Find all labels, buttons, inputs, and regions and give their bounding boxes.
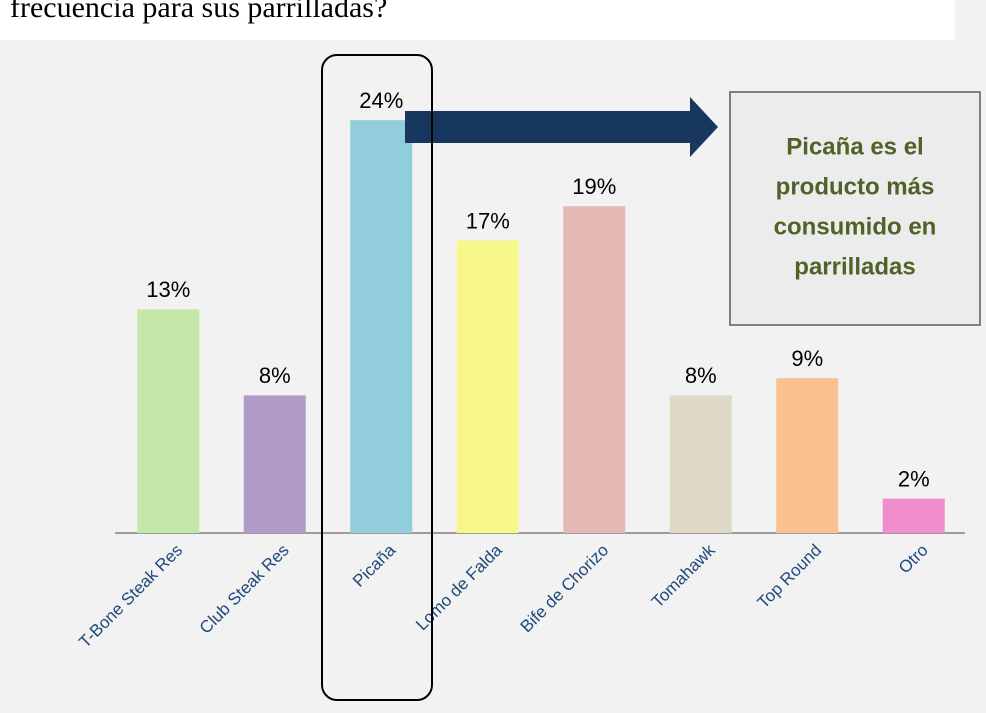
value-label: 2% — [898, 466, 930, 491]
annotation-line: consumido en — [774, 213, 937, 240]
value-label: 9% — [791, 346, 823, 371]
bar — [456, 240, 519, 533]
bar — [563, 206, 626, 533]
bar — [137, 309, 200, 533]
value-label: 13% — [146, 277, 190, 302]
bar — [882, 498, 945, 533]
annotation-line: Picaña es el — [786, 133, 923, 160]
annotation-line: producto más — [776, 173, 935, 200]
chart-title: frecuencia para sus parrilladas? — [10, 0, 387, 24]
bar — [776, 378, 839, 533]
bar — [243, 395, 306, 533]
annotation-line: parrilladas — [794, 253, 915, 280]
annotation-box — [729, 91, 981, 326]
highlight-frame — [321, 54, 433, 701]
value-label: 8% — [259, 363, 291, 388]
value-label: 19% — [572, 174, 616, 199]
value-label: 8% — [685, 363, 717, 388]
title-band — [0, 0, 955, 40]
arrow — [405, 97, 718, 157]
value-label: 24% — [359, 88, 403, 113]
bar — [350, 120, 413, 533]
bar — [669, 395, 732, 533]
annotation: Picaña es el producto más consumido en parr… — [774, 133, 937, 280]
value-label: 17% — [466, 208, 510, 233]
